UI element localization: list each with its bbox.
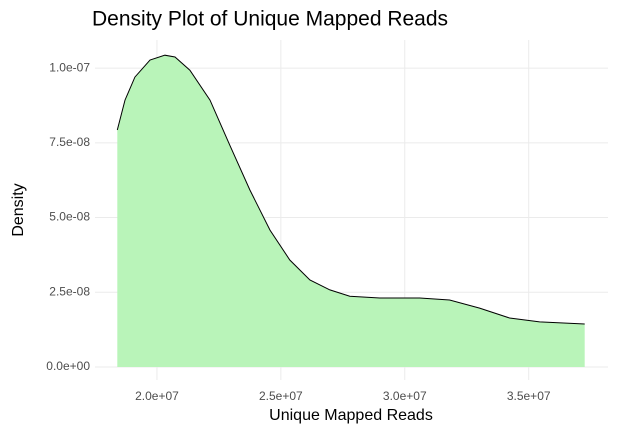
density-area [117,55,585,367]
density-line [116,54,585,325]
x-tick-label: 2.5e+07 [259,389,303,403]
x-tick-label: 2.0e+07 [135,389,179,403]
y-tick-label: 0.0e+00 [46,359,90,373]
y-tick-label: 5.0e-08 [49,210,90,224]
y-axis-title: Density [10,183,27,236]
chart-title: Density Plot of Unique Mapped Reads [92,8,448,31]
y-tick-label: 1.0e-07 [49,60,90,74]
x-tick-label: 3.0e+07 [383,389,427,403]
y-tick-label: 2.5e-08 [49,284,90,298]
y-tick-label: 7.5e-08 [49,135,90,149]
x-tick-label: 3.5e+07 [507,389,551,403]
x-axis-title: Unique Mapped Reads [269,407,433,424]
